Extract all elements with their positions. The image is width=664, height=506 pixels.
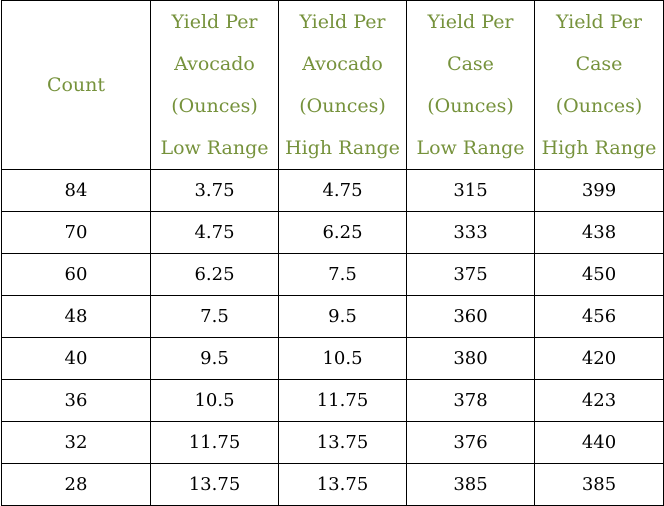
avocado-high-cell: 4.75	[278, 169, 407, 212]
count-cell: 36	[1, 379, 151, 422]
header-line: High Range	[285, 137, 400, 159]
header-line: Count	[46, 74, 106, 96]
case-high-cell: 420	[534, 337, 664, 380]
case-high-cell: 423	[534, 379, 664, 422]
case-low-cell: 385	[406, 463, 535, 506]
header-yield-avocado-high: Yield Per Avocado (Ounces) High Range	[278, 0, 407, 170]
header-line: (Ounces)	[171, 95, 258, 117]
header-line: Yield Per	[555, 11, 643, 33]
case-low-cell: 378	[406, 379, 535, 422]
case-high-cell: 450	[534, 253, 664, 296]
count-cell: 28	[1, 463, 151, 506]
case-high-cell: 399	[534, 169, 664, 212]
count-cell: 40	[1, 337, 151, 380]
avocado-low-cell: 11.75	[150, 421, 279, 464]
avocado-high-cell: 6.25	[278, 211, 407, 254]
avocado-high-cell: 10.5	[278, 337, 407, 380]
table-row: 40 9.5 10.5 380 420	[1, 337, 664, 380]
header-count: Count	[1, 0, 151, 170]
avocado-high-cell: 11.75	[278, 379, 407, 422]
avocado-low-cell: 13.75	[150, 463, 279, 506]
case-low-cell: 360	[406, 295, 535, 338]
header-line: Case	[575, 53, 623, 75]
header-row: Count Yield Per Avocado (Ounces) Low Ran…	[1, 0, 664, 170]
table-row: 36 10.5 11.75 378 423	[1, 379, 664, 422]
case-low-cell: 380	[406, 337, 535, 380]
header-line: Yield Per	[427, 11, 514, 33]
count-cell: 70	[1, 211, 151, 254]
count-cell: 60	[1, 253, 151, 296]
header-yield-case-low: Yield Per Case (Ounces) Low Range	[406, 0, 535, 170]
case-high-cell: 385	[534, 463, 664, 506]
header-line: Low Range	[416, 137, 525, 159]
header-line: High Range	[541, 137, 657, 159]
count-cell: 48	[1, 295, 151, 338]
table-row: 28 13.75 13.75 385 385	[1, 463, 664, 506]
header-line: Avocado	[302, 53, 383, 75]
avocado-low-cell: 7.5	[150, 295, 279, 338]
case-high-cell: 438	[534, 211, 664, 254]
table-row: 32 11.75 13.75 376 440	[1, 421, 664, 464]
header-line: (Ounces)	[299, 95, 386, 117]
avocado-high-cell: 13.75	[278, 421, 407, 464]
header-line: Yield Per	[299, 11, 386, 33]
table-row: 48 7.5 9.5 360 456	[1, 295, 664, 338]
case-low-cell: 376	[406, 421, 535, 464]
avocado-low-cell: 9.5	[150, 337, 279, 380]
count-cell: 84	[1, 169, 151, 212]
table-row: 84 3.75 4.75 315 399	[1, 169, 664, 212]
case-low-cell: 375	[406, 253, 535, 296]
avocado-low-cell: 3.75	[150, 169, 279, 212]
case-high-cell: 456	[534, 295, 664, 338]
avocado-high-cell: 7.5	[278, 253, 407, 296]
header-line: (Ounces)	[427, 95, 514, 117]
case-high-cell: 440	[534, 421, 664, 464]
avocado-low-cell: 6.25	[150, 253, 279, 296]
table-row: 70 4.75 6.25 333 438	[1, 211, 664, 254]
avocado-low-cell: 10.5	[150, 379, 279, 422]
count-cell: 32	[1, 421, 151, 464]
header-line: Yield Per	[171, 11, 258, 33]
header-yield-case-high: Yield Per Case (Ounces) High Range	[534, 0, 664, 170]
case-low-cell: 333	[406, 211, 535, 254]
header-line: Avocado	[174, 53, 255, 75]
header-line: (Ounces)	[555, 95, 643, 117]
header-line: Case	[447, 53, 494, 75]
case-low-cell: 315	[406, 169, 535, 212]
header-line: Low Range	[160, 137, 269, 159]
header-yield-avocado-low: Yield Per Avocado (Ounces) Low Range	[150, 0, 279, 170]
table-row: 60 6.25 7.5 375 450	[1, 253, 664, 296]
avocado-high-cell: 9.5	[278, 295, 407, 338]
avocado-low-cell: 4.75	[150, 211, 279, 254]
avocado-high-cell: 13.75	[278, 463, 407, 506]
